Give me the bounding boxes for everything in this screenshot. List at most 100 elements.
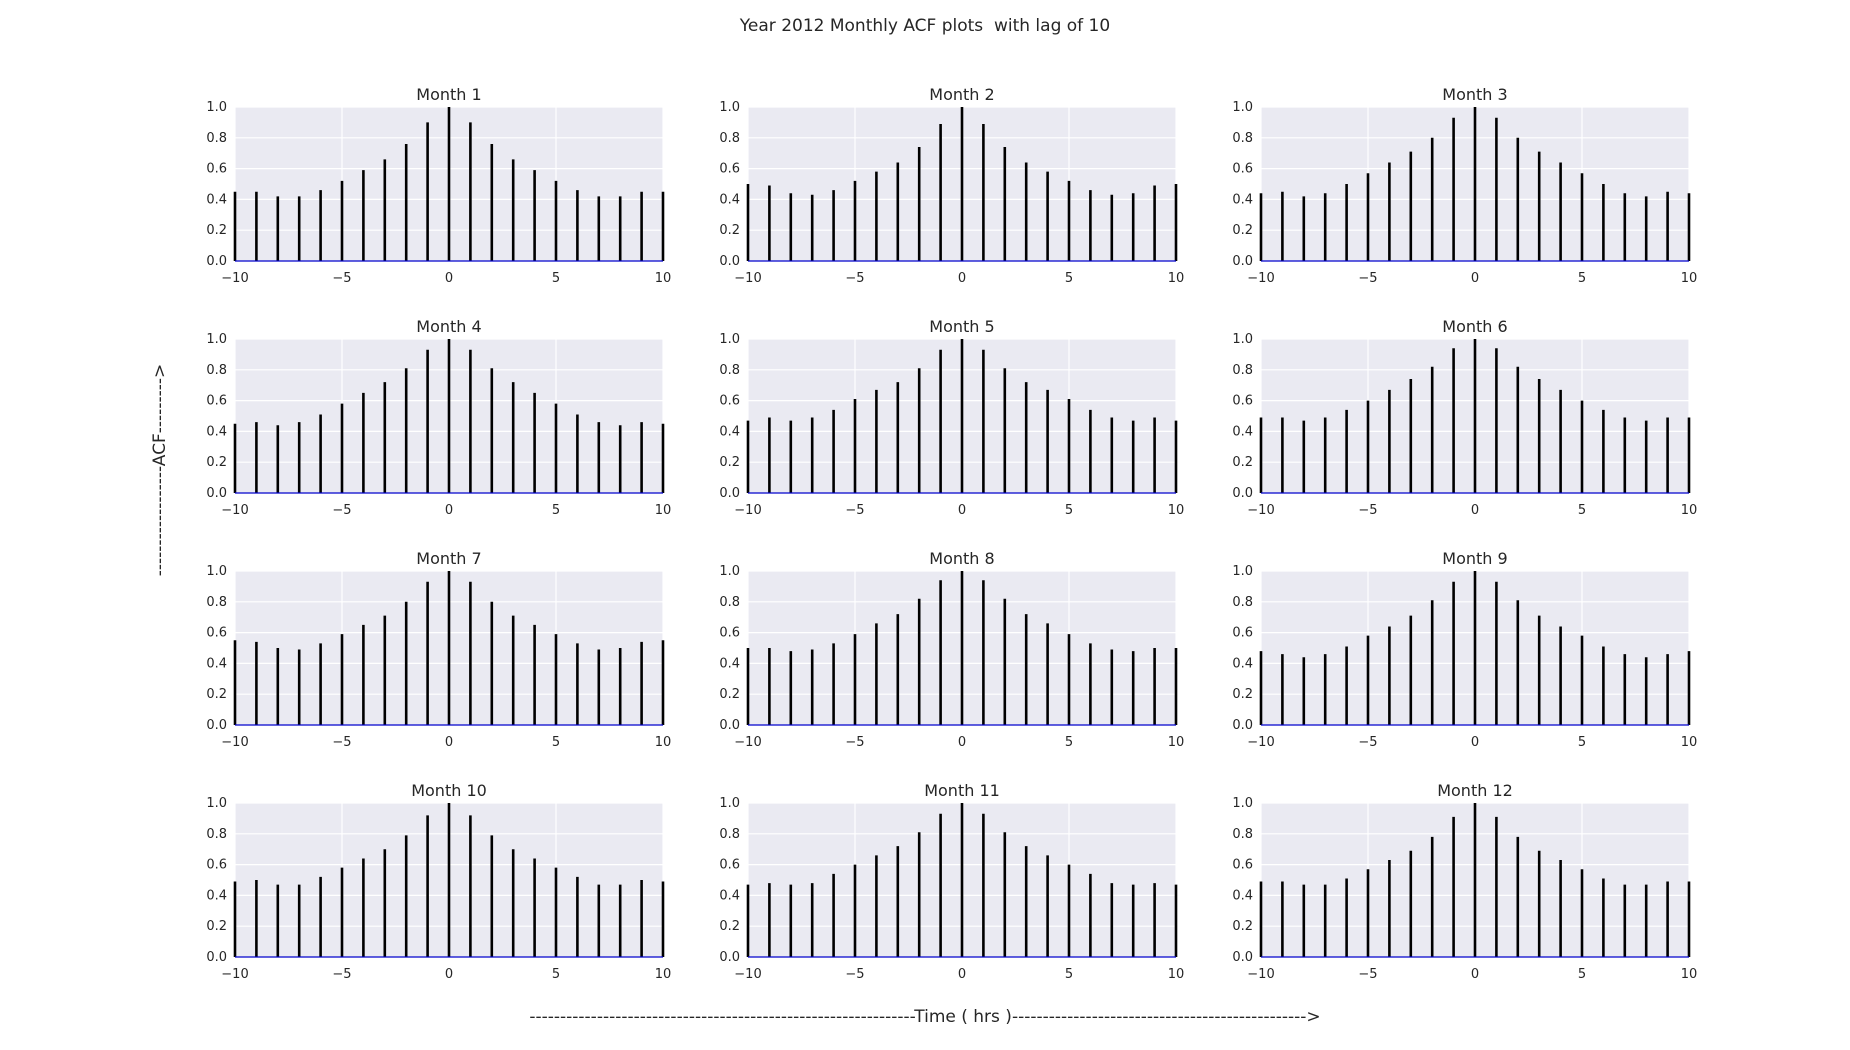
- y-tick-label: 1.0: [719, 100, 740, 115]
- y-tick-label: 0.6: [206, 858, 227, 873]
- x-tick-label: −10: [734, 735, 761, 750]
- y-tick-label: 0.4: [206, 656, 227, 671]
- y-tick-label: 0.2: [206, 455, 227, 470]
- y-tick-label: 1.0: [1232, 564, 1253, 579]
- y-tick-label: 1.0: [206, 564, 227, 579]
- x-tick-label: 10: [655, 503, 672, 518]
- y-tick-label: 0.0: [1232, 718, 1253, 733]
- y-tick-label: 0.0: [719, 486, 740, 501]
- subplot-month-12: 0.0 0.2 0.4 0.6 0.8 1.0 −10 −5 0 5 10 Month 12: [1232, 781, 1697, 982]
- x-tick-label: 5: [552, 503, 560, 518]
- x-tick-label: 0: [1471, 735, 1479, 750]
- x-tick-label: 0: [445, 271, 453, 286]
- x-tick-label: 10: [1168, 967, 1185, 982]
- x-tick-label: 5: [552, 967, 560, 982]
- x-tick-label: −10: [1247, 967, 1274, 982]
- subplot-month-9: 0.0 0.2 0.4 0.6 0.8 1.0 −10 −5 0 5 10 Month 9: [1232, 549, 1697, 750]
- y-tick-label: 0.2: [719, 919, 740, 934]
- y-tick-label: 0.2: [719, 223, 740, 238]
- subplot-month-11: 0.0 0.2 0.4 0.6 0.8 1.0 −10 −5 0 5 10 Month 11: [719, 781, 1184, 982]
- y-tick-label: 0.2: [719, 687, 740, 702]
- subplot-month-4: 0.0 0.2 0.4 0.6 0.8 1.0 −10 −5 0 5 10 Month 4: [206, 317, 671, 518]
- figure-title: Year 2012 Monthly ACF plots with lag of …: [739, 16, 1111, 36]
- subplot-month-7: 0.0 0.2 0.4 0.6 0.8 1.0 −10 −5 0 5 10 Month 7: [206, 549, 671, 750]
- x-tick-label: 5: [1578, 735, 1586, 750]
- x-tick-label: −10: [1247, 503, 1274, 518]
- subplot-month-2: 0.0 0.2 0.4 0.6 0.8 1.0 −10 −5 0 5 10 Month 2: [719, 85, 1184, 286]
- x-tick-label: 10: [1681, 967, 1698, 982]
- subplot-month-1: 0.0 0.2 0.4 0.6 0.8 1.0 −10 −5 0 5 10 Month 1: [206, 85, 671, 286]
- y-tick-label: 0.8: [1232, 363, 1253, 378]
- y-tick-label: 0.4: [1232, 192, 1253, 207]
- x-tick-label: −10: [734, 967, 761, 982]
- y-tick-label: 0.6: [719, 626, 740, 641]
- x-tick-label: 10: [655, 271, 672, 286]
- x-tick-label: −10: [221, 271, 248, 286]
- subplot-title: Month 11: [924, 781, 1000, 800]
- y-tick-label: 0.4: [719, 192, 740, 207]
- x-tick-label: −5: [845, 271, 864, 286]
- y-tick-label: 0.2: [1232, 223, 1253, 238]
- y-tick-label: 0.0: [1232, 254, 1253, 269]
- x-tick-label: 10: [1681, 271, 1698, 286]
- x-tick-label: −5: [332, 735, 351, 750]
- y-tick-label: 0.6: [1232, 858, 1253, 873]
- x-tick-label: 0: [958, 735, 966, 750]
- y-tick-label: 0.8: [1232, 595, 1253, 610]
- x-tick-label: −10: [734, 503, 761, 518]
- y-tick-label: 1.0: [1232, 796, 1253, 811]
- x-axis-label: ----------------------------------------…: [529, 1007, 1321, 1027]
- y-tick-label: 0.6: [1232, 162, 1253, 177]
- x-tick-label: 0: [1471, 271, 1479, 286]
- y-tick-label: 0.8: [719, 363, 740, 378]
- x-tick-label: 0: [1471, 967, 1479, 982]
- y-tick-label: 0.0: [719, 254, 740, 269]
- y-tick-label: 1.0: [206, 796, 227, 811]
- x-tick-label: 10: [1168, 503, 1185, 518]
- subplot-month-6: 0.0 0.2 0.4 0.6 0.8 1.0 −10 −5 0 5 10 Month 6: [1232, 317, 1697, 518]
- x-tick-label: 5: [552, 735, 560, 750]
- y-tick-label: 0.8: [206, 595, 227, 610]
- x-tick-label: 0: [958, 503, 966, 518]
- x-tick-label: −10: [221, 735, 248, 750]
- x-tick-label: 0: [445, 735, 453, 750]
- x-tick-label: 5: [1065, 503, 1073, 518]
- x-tick-label: 5: [1578, 503, 1586, 518]
- y-tick-label: 0.4: [1232, 888, 1253, 903]
- subplot-title: Month 2: [929, 85, 994, 104]
- subplot-title: Month 10: [411, 781, 487, 800]
- y-tick-label: 0.0: [719, 950, 740, 965]
- x-tick-label: 10: [655, 735, 672, 750]
- y-tick-label: 0.6: [206, 162, 227, 177]
- x-tick-label: −10: [1247, 735, 1274, 750]
- y-tick-label: 1.0: [719, 332, 740, 347]
- x-tick-label: −5: [1358, 271, 1377, 286]
- x-tick-label: −5: [1358, 503, 1377, 518]
- x-tick-label: −5: [332, 967, 351, 982]
- y-tick-label: 0.4: [206, 192, 227, 207]
- x-tick-label: −5: [332, 271, 351, 286]
- subplot-month-8: 0.0 0.2 0.4 0.6 0.8 1.0 −10 −5 0 5 10 Month 8: [719, 549, 1184, 750]
- x-tick-label: 0: [1471, 503, 1479, 518]
- y-tick-label: 1.0: [719, 564, 740, 579]
- y-tick-label: 0.8: [206, 131, 227, 146]
- y-tick-label: 0.6: [719, 394, 740, 409]
- x-tick-label: 5: [1065, 967, 1073, 982]
- y-tick-label: 0.6: [206, 626, 227, 641]
- y-tick-label: 0.8: [719, 827, 740, 842]
- x-tick-label: 10: [655, 967, 672, 982]
- x-tick-label: 0: [445, 503, 453, 518]
- y-tick-label: 1.0: [206, 100, 227, 115]
- y-tick-label: 0.8: [206, 363, 227, 378]
- y-tick-label: 0.6: [719, 162, 740, 177]
- subplot-title: Month 4: [416, 317, 481, 336]
- x-tick-label: 0: [958, 271, 966, 286]
- y-tick-label: 0.2: [206, 687, 227, 702]
- y-tick-label: 0.2: [719, 455, 740, 470]
- y-tick-label: 1.0: [1232, 332, 1253, 347]
- x-tick-label: 5: [1578, 271, 1586, 286]
- y-tick-label: 0.2: [206, 919, 227, 934]
- y-tick-label: 0.4: [719, 424, 740, 439]
- x-tick-label: 5: [552, 271, 560, 286]
- x-tick-label: 5: [1578, 967, 1586, 982]
